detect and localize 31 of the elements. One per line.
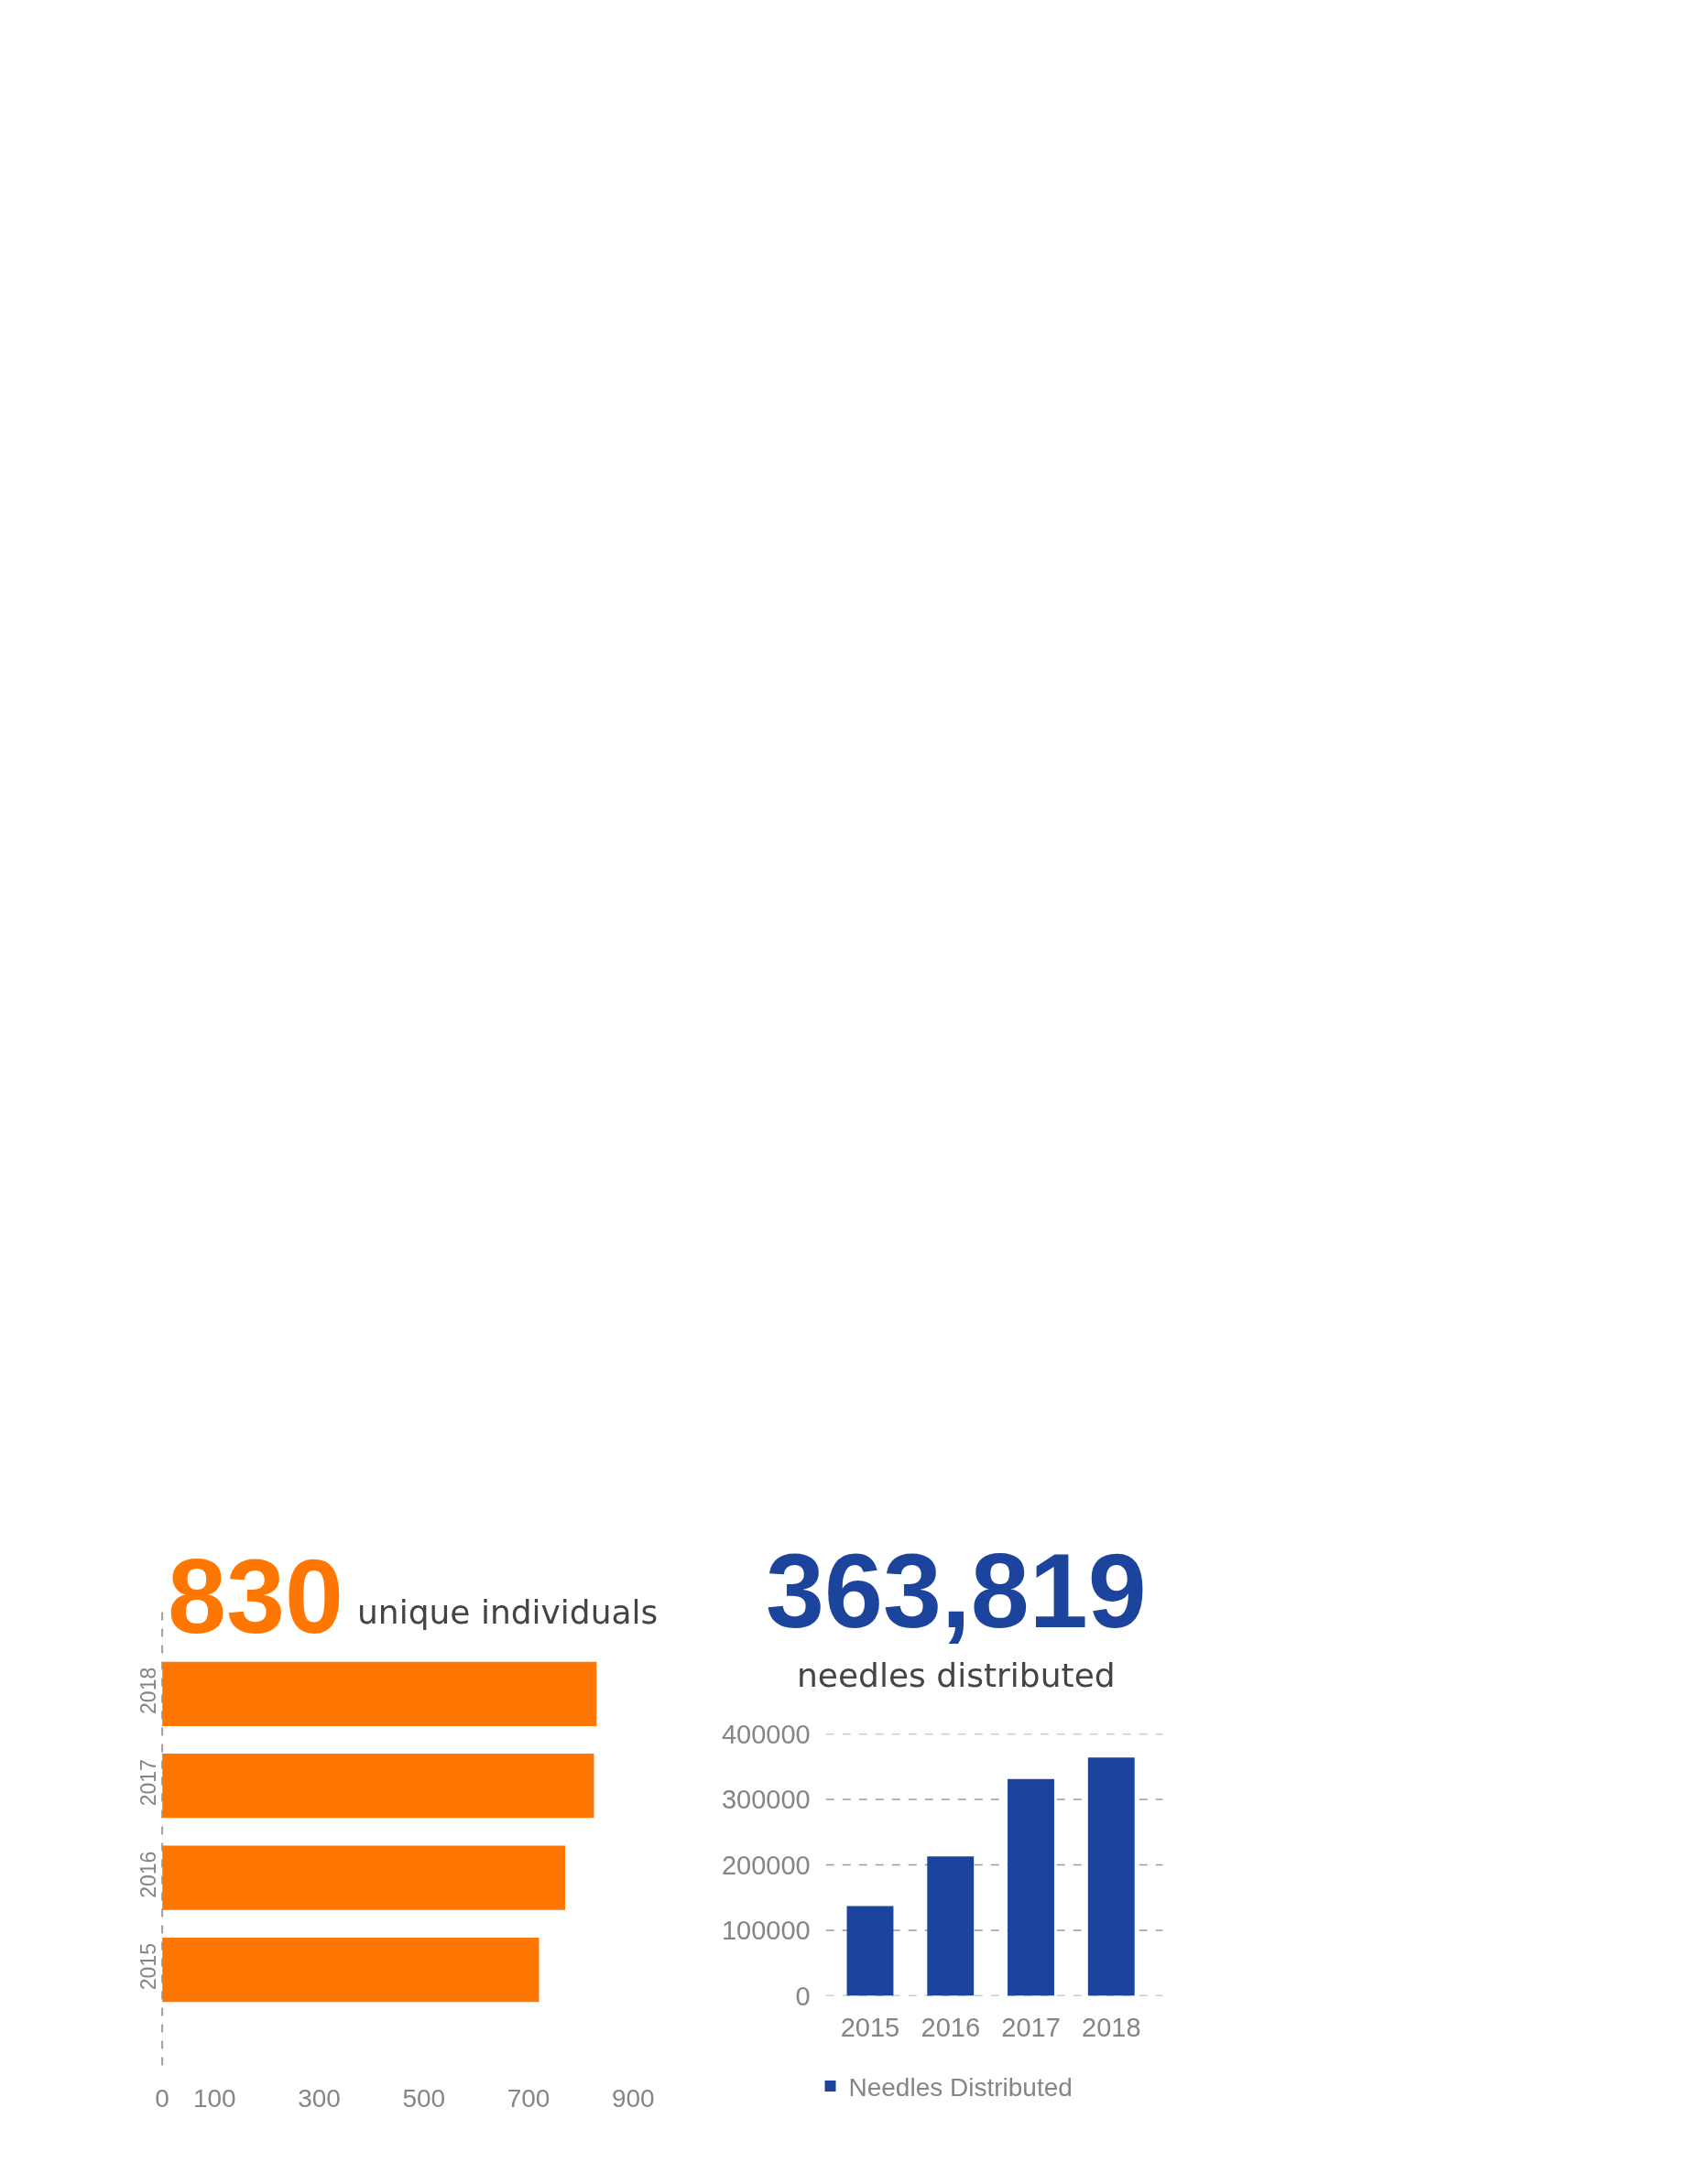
y-tick-label: 2016 — [136, 1851, 160, 1898]
x-tick-label: 700 — [507, 2083, 550, 2113]
x-tick-label: 100 — [192, 2083, 236, 2113]
y-tick-label: 300000 — [721, 1785, 811, 1815]
chart-subtitle: unique individuals — [357, 1593, 659, 1631]
bar — [846, 1906, 894, 1996]
bar — [162, 1845, 566, 1910]
x-tick-label: 300 — [298, 2083, 341, 2113]
x-tick-label: 2015 — [840, 2012, 900, 2042]
y-tick-label: 2017 — [136, 1759, 160, 1807]
bar — [1008, 1778, 1054, 1996]
bar — [1087, 1757, 1135, 1996]
x-tick-label: 2017 — [1001, 2012, 1061, 2042]
chart-title: 363,819 — [766, 1532, 1147, 1649]
bar — [162, 1661, 597, 1726]
bar — [927, 1856, 975, 1996]
y-tick-label: 2018 — [136, 1667, 160, 1714]
bar — [162, 1937, 539, 2003]
x-tick-label: 2018 — [1082, 2012, 1141, 2042]
y-tick-label: 400000 — [721, 1719, 811, 1749]
y-tick-label: 2015 — [136, 1943, 160, 1991]
y-tick-label: 0 — [795, 1981, 811, 2011]
legend-label: Needles Distributed — [848, 2072, 1073, 2102]
x-tick-label: 900 — [611, 2083, 655, 2113]
chart-subtitle: needles distributed — [797, 1657, 1116, 1694]
x-tick-label: 500 — [402, 2083, 446, 2113]
bar — [162, 1754, 594, 1819]
x-tick-label: 2016 — [921, 2012, 981, 2042]
chart-title: 830 — [168, 1537, 343, 1655]
y-tick-label: 200000 — [721, 1850, 811, 1880]
y-tick-label: 100000 — [721, 1916, 811, 1946]
